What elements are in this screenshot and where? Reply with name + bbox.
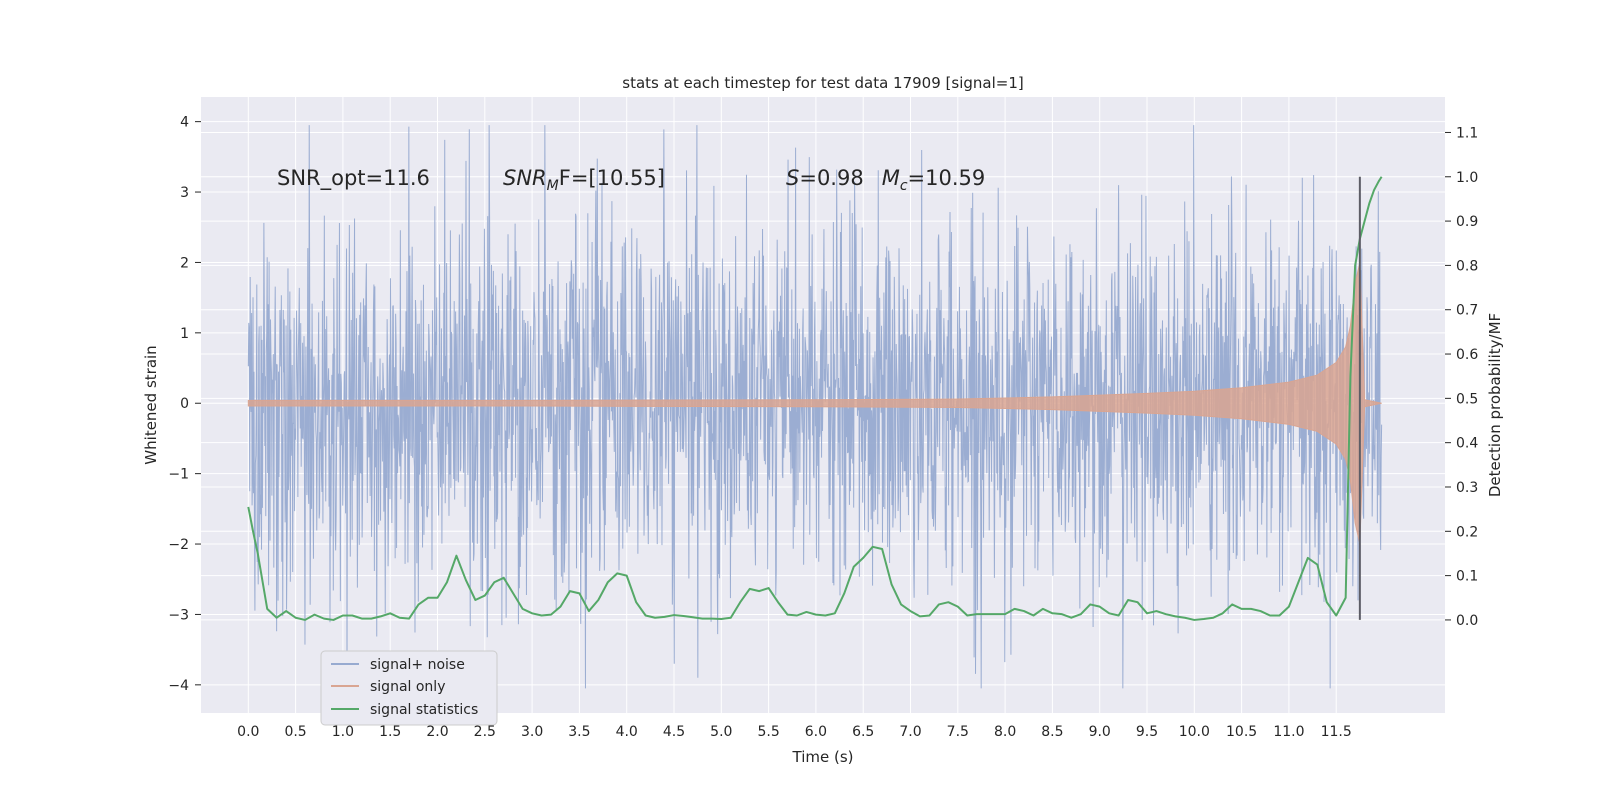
y-tick-label: −4 [168,678,189,694]
annotation-snr-mf: SNRMF=[10.55] [503,166,665,194]
x-tick-label: 6.0 [805,724,827,740]
x-tick-label: 3.0 [521,724,543,740]
x-tick-label: 11.5 [1321,724,1352,740]
x-tick-label: 8.0 [994,724,1016,740]
x-tick-label: 7.5 [947,724,969,740]
x-tick-label: 4.0 [616,724,638,740]
y2-tick-label: 0.7 [1456,303,1478,319]
annotation-snr-opt: SNR_opt=11.6 [277,166,430,191]
y2-tick-label: 0.6 [1456,347,1478,363]
y-tick-label: 0 [180,396,189,412]
signal-statistics-line [247,176,1383,621]
mc-value: =10.59 [908,166,986,190]
x-tick-label: 0.0 [237,724,259,740]
y2-tick-label: 1.1 [1456,125,1478,141]
x-tick-label: 9.0 [1089,724,1111,740]
snr-mf-value: F=[10.55] [559,166,665,190]
x-tick-label: 10.5 [1226,724,1257,740]
annotation-s-and-mc: S=0.98 Mc=10.59 [786,166,985,194]
x-axis-label: Time (s) [792,748,854,766]
x-tick-label: 3.5 [568,724,590,740]
y-tick-label: −2 [168,537,189,553]
legend-label-signal-only: signal only [370,679,445,695]
y2-tick-label: 0.0 [1456,613,1478,629]
s-value: =0.98 [799,166,863,190]
x-tick-label: 0.5 [284,724,306,740]
y2-tick-label: 0.9 [1456,214,1478,230]
snr-mf-subscript: M [547,178,559,194]
legend-box [320,650,498,726]
x-tick-label: 7.0 [899,724,921,740]
chart-title: stats at each timestep for test data 179… [622,74,1023,92]
legend: signal+ noise signal only signal statist… [320,650,498,726]
x-tick-label: 5.0 [710,724,732,740]
y-axis-label: Whitened strain [142,345,160,464]
y2-tick-label: 0.3 [1456,480,1478,496]
y-tick-label: −3 [168,607,189,623]
mc-var: M [882,166,900,190]
y2-axis-label: Detection probability/MF [1486,313,1504,497]
y-tick-label: 4 [180,115,189,131]
y-tick-label: 1 [180,326,189,342]
y2-tick-label: 0.2 [1456,524,1478,540]
legend-label-signal-noise: signal+ noise [370,657,465,673]
x-tick-label: 10.0 [1179,724,1210,740]
x-tick-label: 8.5 [1041,724,1063,740]
annotations: SNR_opt=11.6 SNRMF=[10.55] S=0.98 Mc=10.5… [277,166,985,194]
y-tick-label: −1 [168,467,189,483]
x-tick-label: 5.5 [757,724,779,740]
y2-tick-label: 0.5 [1456,391,1478,407]
snr-mf-var: SNR [503,166,547,190]
signal-only-band [247,262,1382,545]
x-tick-label: 4.5 [663,724,685,740]
x-tick-label: 11.0 [1273,724,1304,740]
y-tick-label: 2 [180,255,189,271]
y2-tick-label: 0.1 [1456,569,1478,585]
y2-tick-label: 0.4 [1456,436,1478,452]
y2-tick-label: 0.8 [1456,258,1478,274]
x-tick-label: 1.0 [332,724,354,740]
x-tick-label: 9.5 [1136,724,1158,740]
y2-tick-label: 1.0 [1456,170,1478,186]
series-signal-only [247,262,1382,545]
axis-ticks: 0.0 0.5 1.0 1.5 2.0 2.5 3.0 3.5 4.0 4.5 5.0 5.5 6.0 6… [168,115,1478,740]
s-var: S [786,166,799,190]
x-tick-label: 2.5 [474,724,496,740]
x-tick-label: 1.5 [379,724,401,740]
mc-subscript: c [900,178,908,194]
series-signal-statistics [247,176,1383,621]
y-tick-label: 3 [180,185,189,201]
x-tick-label: 6.5 [852,724,874,740]
x-tick-label: 2.0 [426,724,448,740]
legend-label-signal-statistics: signal statistics [370,702,478,718]
